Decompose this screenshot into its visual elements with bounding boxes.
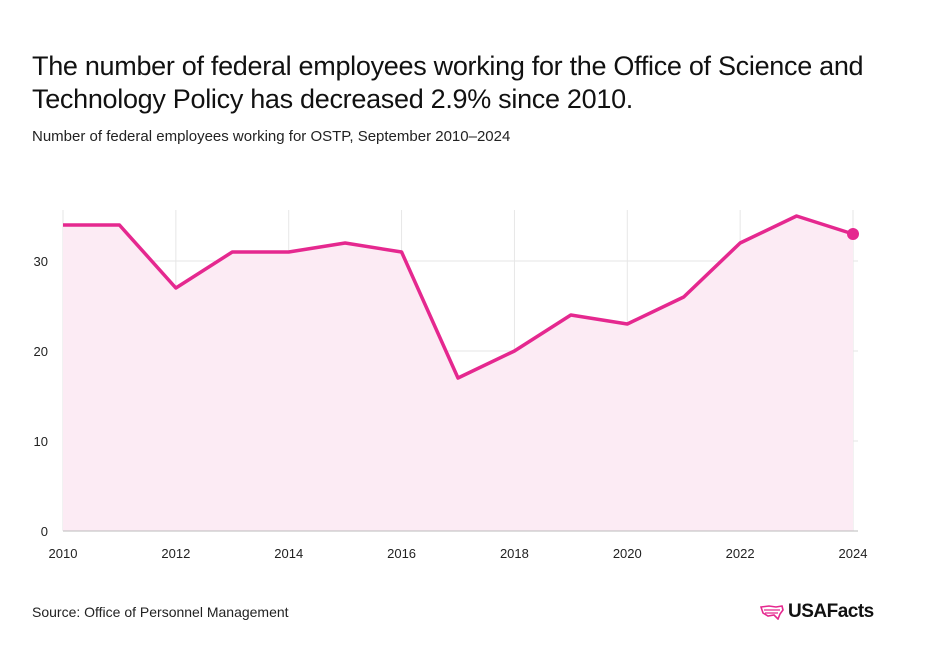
y-tick-label: 30 xyxy=(34,254,48,269)
x-tick-label: 2016 xyxy=(387,546,416,561)
y-tick-label: 20 xyxy=(34,344,48,359)
x-tick-label: 2022 xyxy=(726,546,755,561)
usafacts-logo: USAFacts xyxy=(760,601,874,623)
x-tick-label: 2018 xyxy=(500,546,529,561)
x-tick-label: 2012 xyxy=(161,546,190,561)
series-line xyxy=(63,214,854,380)
x-tick-label: 2010 xyxy=(49,546,78,561)
x-tick-label: 2024 xyxy=(839,546,868,561)
chart-subtitle: Number of federal employees working for … xyxy=(32,128,511,145)
source-note: Source: Office of Personnel Management xyxy=(32,604,289,620)
chart-title: The number of federal employees working … xyxy=(32,51,864,114)
x-tick-label: 2014 xyxy=(274,546,303,561)
usa-map-icon xyxy=(760,605,784,620)
x-tick-label: 2020 xyxy=(613,546,642,561)
logo-text: USAFacts xyxy=(788,601,874,622)
last-data-point xyxy=(847,228,859,240)
y-tick-label: 0 xyxy=(41,524,48,539)
y-tick-label: 10 xyxy=(34,434,48,449)
area-fill xyxy=(63,216,853,531)
